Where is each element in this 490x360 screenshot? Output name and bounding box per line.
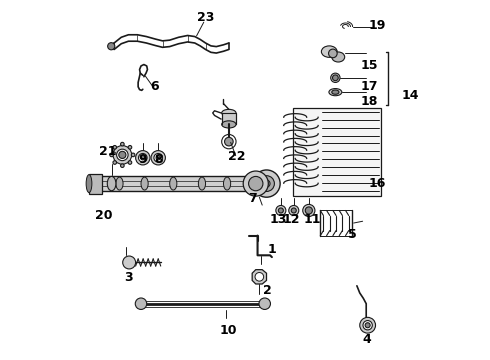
Polygon shape	[252, 270, 267, 284]
Circle shape	[135, 298, 147, 310]
Text: 15: 15	[361, 59, 378, 72]
Circle shape	[108, 42, 115, 50]
Text: 3: 3	[124, 271, 133, 284]
Circle shape	[136, 150, 150, 165]
Bar	[89, 174, 101, 194]
Circle shape	[360, 318, 375, 333]
Circle shape	[276, 206, 286, 216]
Text: 11: 11	[304, 213, 321, 226]
Bar	[221, 113, 236, 125]
Circle shape	[121, 142, 124, 146]
Text: 14: 14	[401, 89, 419, 102]
Ellipse shape	[329, 89, 342, 96]
Text: 18: 18	[361, 95, 378, 108]
Circle shape	[259, 176, 274, 192]
Circle shape	[331, 73, 340, 82]
Circle shape	[122, 256, 136, 269]
Ellipse shape	[141, 177, 148, 190]
Text: 21: 21	[99, 145, 117, 158]
Ellipse shape	[223, 177, 231, 190]
Ellipse shape	[116, 177, 123, 190]
Circle shape	[156, 156, 160, 160]
Ellipse shape	[221, 109, 236, 117]
Text: 23: 23	[197, 12, 214, 24]
Circle shape	[113, 145, 132, 164]
Ellipse shape	[107, 176, 116, 191]
Bar	[294, 108, 381, 196]
Text: 9: 9	[139, 153, 147, 166]
Circle shape	[289, 206, 299, 216]
Text: 13: 13	[270, 213, 287, 226]
Ellipse shape	[198, 177, 205, 190]
Text: 7: 7	[248, 192, 257, 205]
Circle shape	[121, 164, 124, 167]
Circle shape	[305, 207, 313, 214]
Circle shape	[131, 153, 135, 157]
Circle shape	[151, 150, 166, 165]
Ellipse shape	[332, 90, 339, 94]
Circle shape	[113, 161, 117, 164]
Circle shape	[128, 161, 132, 164]
Text: 8: 8	[154, 153, 163, 166]
Text: 2: 2	[263, 284, 271, 297]
Circle shape	[363, 320, 372, 330]
Circle shape	[154, 153, 163, 162]
Circle shape	[243, 171, 269, 196]
Text: 17: 17	[361, 80, 378, 93]
Circle shape	[248, 176, 263, 191]
Circle shape	[259, 298, 270, 310]
Ellipse shape	[86, 175, 92, 193]
Text: 16: 16	[369, 177, 387, 190]
Circle shape	[110, 153, 113, 157]
Text: 6: 6	[150, 80, 159, 93]
Circle shape	[224, 137, 233, 146]
Circle shape	[255, 273, 264, 281]
Circle shape	[117, 149, 128, 161]
Ellipse shape	[170, 177, 177, 190]
Circle shape	[303, 204, 315, 217]
Circle shape	[278, 208, 283, 213]
Circle shape	[329, 49, 337, 58]
Text: 5: 5	[348, 228, 357, 241]
Circle shape	[291, 208, 296, 213]
Circle shape	[113, 145, 117, 149]
Circle shape	[128, 145, 132, 149]
Circle shape	[333, 75, 338, 81]
Ellipse shape	[332, 52, 344, 62]
Circle shape	[119, 151, 126, 158]
Circle shape	[253, 170, 280, 197]
Circle shape	[263, 180, 270, 187]
Text: 10: 10	[220, 324, 237, 337]
Text: 12: 12	[282, 213, 300, 226]
Ellipse shape	[221, 121, 236, 128]
Circle shape	[141, 156, 145, 160]
Ellipse shape	[321, 46, 337, 57]
Text: 1: 1	[268, 243, 276, 256]
Text: 20: 20	[95, 209, 112, 222]
Text: 19: 19	[369, 19, 387, 32]
Circle shape	[139, 153, 147, 162]
Bar	[95, 176, 270, 191]
Text: 22: 22	[228, 150, 246, 163]
Circle shape	[365, 323, 370, 328]
Text: 4: 4	[363, 333, 371, 346]
